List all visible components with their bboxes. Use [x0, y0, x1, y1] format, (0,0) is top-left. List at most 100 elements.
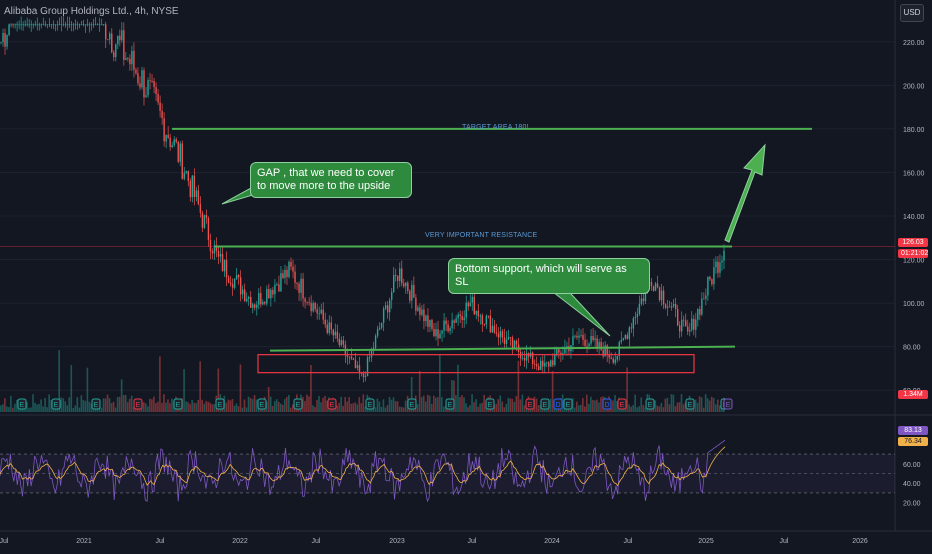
candle-body — [680, 319, 683, 332]
candle-body — [0, 42, 2, 43]
candle-body — [68, 24, 71, 26]
earnings-marker: E — [17, 398, 27, 410]
candle-body — [332, 329, 335, 336]
volume-bar — [114, 407, 117, 412]
volume-bar — [40, 399, 42, 412]
price-tick-label: 220.00 — [903, 40, 925, 47]
earnings-marker-letter: E — [528, 402, 533, 409]
candle-body — [636, 313, 639, 317]
candle-body — [513, 340, 516, 349]
candle-body — [264, 302, 266, 304]
candle-body — [523, 357, 526, 361]
candle-body — [431, 319, 433, 329]
volume-bar — [265, 401, 268, 412]
support-note[interactable]: Bottom support, which will serve as SL — [448, 258, 650, 294]
volume-bar — [326, 400, 328, 412]
candle-body — [538, 366, 540, 370]
volume-bar — [76, 397, 79, 412]
candle-body — [320, 309, 322, 314]
candle-body — [501, 331, 504, 338]
time-tick-label: Jul — [312, 538, 321, 545]
volume-bar — [348, 397, 351, 412]
candle-body — [503, 337, 506, 344]
candle-body — [147, 80, 149, 96]
volume-bar — [439, 354, 441, 412]
volume-bar — [195, 403, 197, 412]
candle-body — [256, 304, 258, 308]
candle-body — [8, 24, 10, 36]
volume-bar — [302, 396, 304, 412]
earnings-markers[interactable]: EEEEEEEEEEEEEEEDEDEEEEE — [17, 398, 733, 410]
time-tick-label: Jul — [156, 538, 165, 545]
candle-body — [111, 33, 113, 53]
volume-bar — [62, 398, 65, 412]
earnings-marker-box — [723, 398, 733, 410]
earnings-marker: E — [91, 398, 101, 410]
candle-body — [266, 288, 268, 304]
volume-bar — [678, 402, 681, 412]
candle-body — [411, 284, 413, 301]
volume-bar — [428, 395, 431, 412]
volume-bar — [358, 397, 361, 412]
candle-body — [668, 306, 671, 308]
volume-bar — [360, 403, 363, 412]
candle-body — [4, 33, 6, 47]
volume-bar — [225, 402, 228, 412]
candle-body — [215, 245, 218, 252]
symbol-title[interactable]: Alibaba Group Holdings Ltd., 4h, NYSE — [4, 6, 179, 17]
volume-bar — [420, 397, 423, 412]
volume-bar — [310, 364, 312, 412]
candle-body — [491, 325, 494, 333]
candle-body — [511, 337, 514, 349]
currency-button[interactable]: USD — [900, 4, 924, 22]
candle-body — [36, 24, 38, 26]
candle-body — [233, 278, 236, 288]
candle-body — [660, 290, 663, 301]
candle-body — [723, 250, 725, 261]
rsi-axis[interactable]: 60.00 40.00 20.00 — [903, 462, 921, 508]
volume-bar — [118, 396, 121, 412]
earnings-marker: E — [173, 398, 183, 410]
gap-note[interactable]: GAP , that we need to cover to move more… — [250, 162, 412, 198]
time-axis[interactable]: Jul 2021 Jul 2022 Jul 2023 Jul 2024 Jul 2025 Jul 20… — [0, 538, 868, 545]
volume-bar — [159, 356, 161, 412]
volume-bar — [374, 407, 377, 412]
earnings-marker-letter: E — [218, 402, 223, 409]
candle-body — [54, 24, 57, 26]
candle-body — [507, 337, 510, 340]
volume-bar — [4, 398, 6, 412]
volume-bar — [203, 403, 206, 412]
volume-bar — [255, 399, 258, 412]
candle-body — [715, 261, 717, 268]
volume-bar — [590, 396, 592, 412]
candle-body — [626, 335, 629, 339]
volume-bar — [400, 406, 403, 412]
volume-bar — [694, 399, 697, 412]
candle-body — [131, 50, 133, 65]
candle-body — [632, 318, 635, 329]
volume-bar — [700, 397, 703, 412]
candle-body — [231, 284, 234, 288]
volume-bar — [481, 402, 483, 412]
volume-bar — [106, 394, 109, 412]
candle-body — [578, 335, 580, 338]
current-price-tag: 126.03 — [898, 238, 928, 247]
candle-body — [197, 190, 200, 205]
candle-body — [324, 319, 326, 325]
drawings[interactable] — [0, 127, 895, 374]
candle-body — [322, 309, 324, 320]
candle-body — [221, 254, 224, 272]
volume-bar — [306, 394, 308, 412]
earnings-marker-letter: E — [543, 402, 548, 409]
candle-body — [171, 145, 173, 147]
volume-bar — [702, 407, 705, 412]
volume-bar — [151, 399, 153, 412]
candle-body — [552, 360, 554, 366]
candle-body — [177, 141, 179, 162]
candle-body — [630, 327, 633, 329]
earnings-marker-box — [485, 398, 495, 410]
candle-body — [459, 314, 461, 317]
earnings-marker-letter: D — [555, 402, 560, 409]
